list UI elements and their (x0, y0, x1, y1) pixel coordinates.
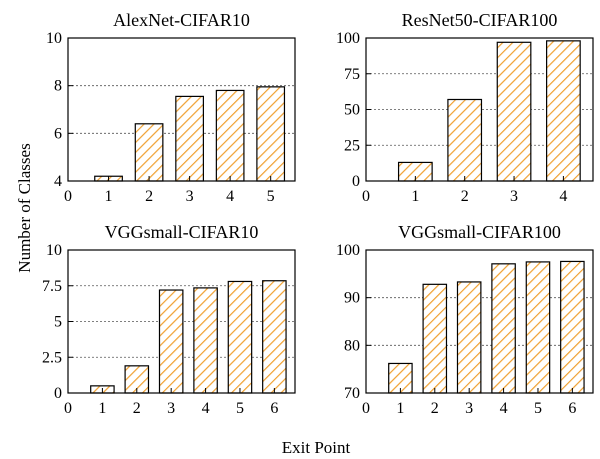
bar (227, 280, 253, 394)
y-tick-label: 90 (344, 290, 360, 307)
chart-title: AlexNet-CIFAR10 (113, 10, 250, 30)
bar (262, 280, 287, 394)
x-tick-label: 0 (362, 400, 370, 417)
x-tick-label: 5 (236, 400, 244, 417)
y-tick-label: 4 (54, 173, 62, 190)
y-tick-label: 7.5 (42, 278, 62, 295)
x-tick-label: 2 (431, 400, 439, 417)
chart-panel-3: VGGsmall-CIFAR10 0 2.5 5 7.5 10 0 1 2 3 4 5 6 (42, 222, 296, 417)
plot-frame (67, 37, 296, 182)
x-tick-label: 1 (396, 400, 404, 417)
bar (447, 98, 483, 182)
chart-panel-1: AlexNet-CIFAR10 4 6 8 10 0 1 2 3 4 5 (46, 10, 296, 205)
x-tick-label: 0 (362, 188, 370, 205)
x-tick-label: 4 (500, 400, 508, 417)
x-tick-label: 3 (510, 188, 518, 205)
x-axis-label: Exit Point (282, 438, 351, 457)
chart-title: VGGsmall-CIFAR10 (105, 222, 259, 242)
x-tick-label: 0 (64, 400, 72, 417)
chart-title: ResNet50-CIFAR100 (402, 10, 558, 30)
x-tick-label: 4 (226, 188, 234, 205)
bar (422, 283, 448, 394)
x-tick-label: 3 (186, 188, 194, 205)
y-tick-label: 100 (336, 30, 360, 47)
bar (175, 95, 204, 182)
y-tick-label: 8 (54, 78, 62, 95)
x-tick-label: 2 (145, 188, 153, 205)
y-tick-label: 100 (336, 242, 360, 259)
y-tick-label: 10 (46, 242, 62, 259)
bar (525, 261, 551, 394)
y-tick-label: 0 (352, 173, 360, 190)
chart-panel-2: ResNet50-CIFAR100 0 25 50 75 100 0 1 2 3 4 (336, 10, 594, 205)
bar (560, 260, 585, 394)
x-tick-label: 2 (461, 188, 469, 205)
bar (546, 40, 581, 182)
x-tick-label: 1 (411, 188, 419, 205)
chart-title: VGGsmall-CIFAR100 (398, 222, 561, 242)
y-tick-label: 2.5 (42, 349, 62, 366)
bar (491, 263, 516, 394)
x-tick-label: 1 (105, 188, 113, 205)
bar (215, 89, 245, 182)
y-tick-label: 0 (54, 385, 62, 402)
chart-panel-4: VGGsmall-CIFAR100 70 80 90 100 0 1 2 3 4 5 6 (336, 222, 594, 417)
x-tick-label: 3 (167, 400, 175, 417)
bar (256, 86, 286, 182)
bar (158, 289, 184, 394)
y-axis-label: Number of Classes (15, 143, 34, 272)
bar (496, 41, 532, 182)
x-tick-label: 3 (465, 400, 473, 417)
y-tick-label: 80 (344, 337, 360, 354)
x-tick-label: 2 (133, 400, 141, 417)
y-tick-label: 5 (54, 314, 62, 331)
x-tick-label: 5 (534, 400, 542, 417)
y-tick-label: 50 (344, 102, 360, 119)
y-tick-label: 25 (344, 137, 360, 154)
x-tick-label: 4 (559, 188, 567, 205)
x-tick-label: 1 (98, 400, 106, 417)
y-tick-label: 70 (344, 385, 360, 402)
x-tick-label: 5 (267, 188, 275, 205)
bar (456, 281, 482, 394)
plot-frame (365, 37, 594, 182)
x-tick-label: 0 (64, 188, 72, 205)
x-tick-label: 4 (202, 400, 210, 417)
x-tick-label: 6 (568, 400, 576, 417)
plot-frame (67, 249, 296, 394)
plot-frame (365, 249, 594, 394)
bar (134, 123, 164, 182)
y-tick-label: 10 (46, 30, 62, 47)
y-tick-label: 75 (344, 66, 360, 83)
y-tick-label: 6 (54, 125, 62, 142)
x-tick-label: 6 (270, 400, 278, 417)
bar (193, 287, 218, 394)
